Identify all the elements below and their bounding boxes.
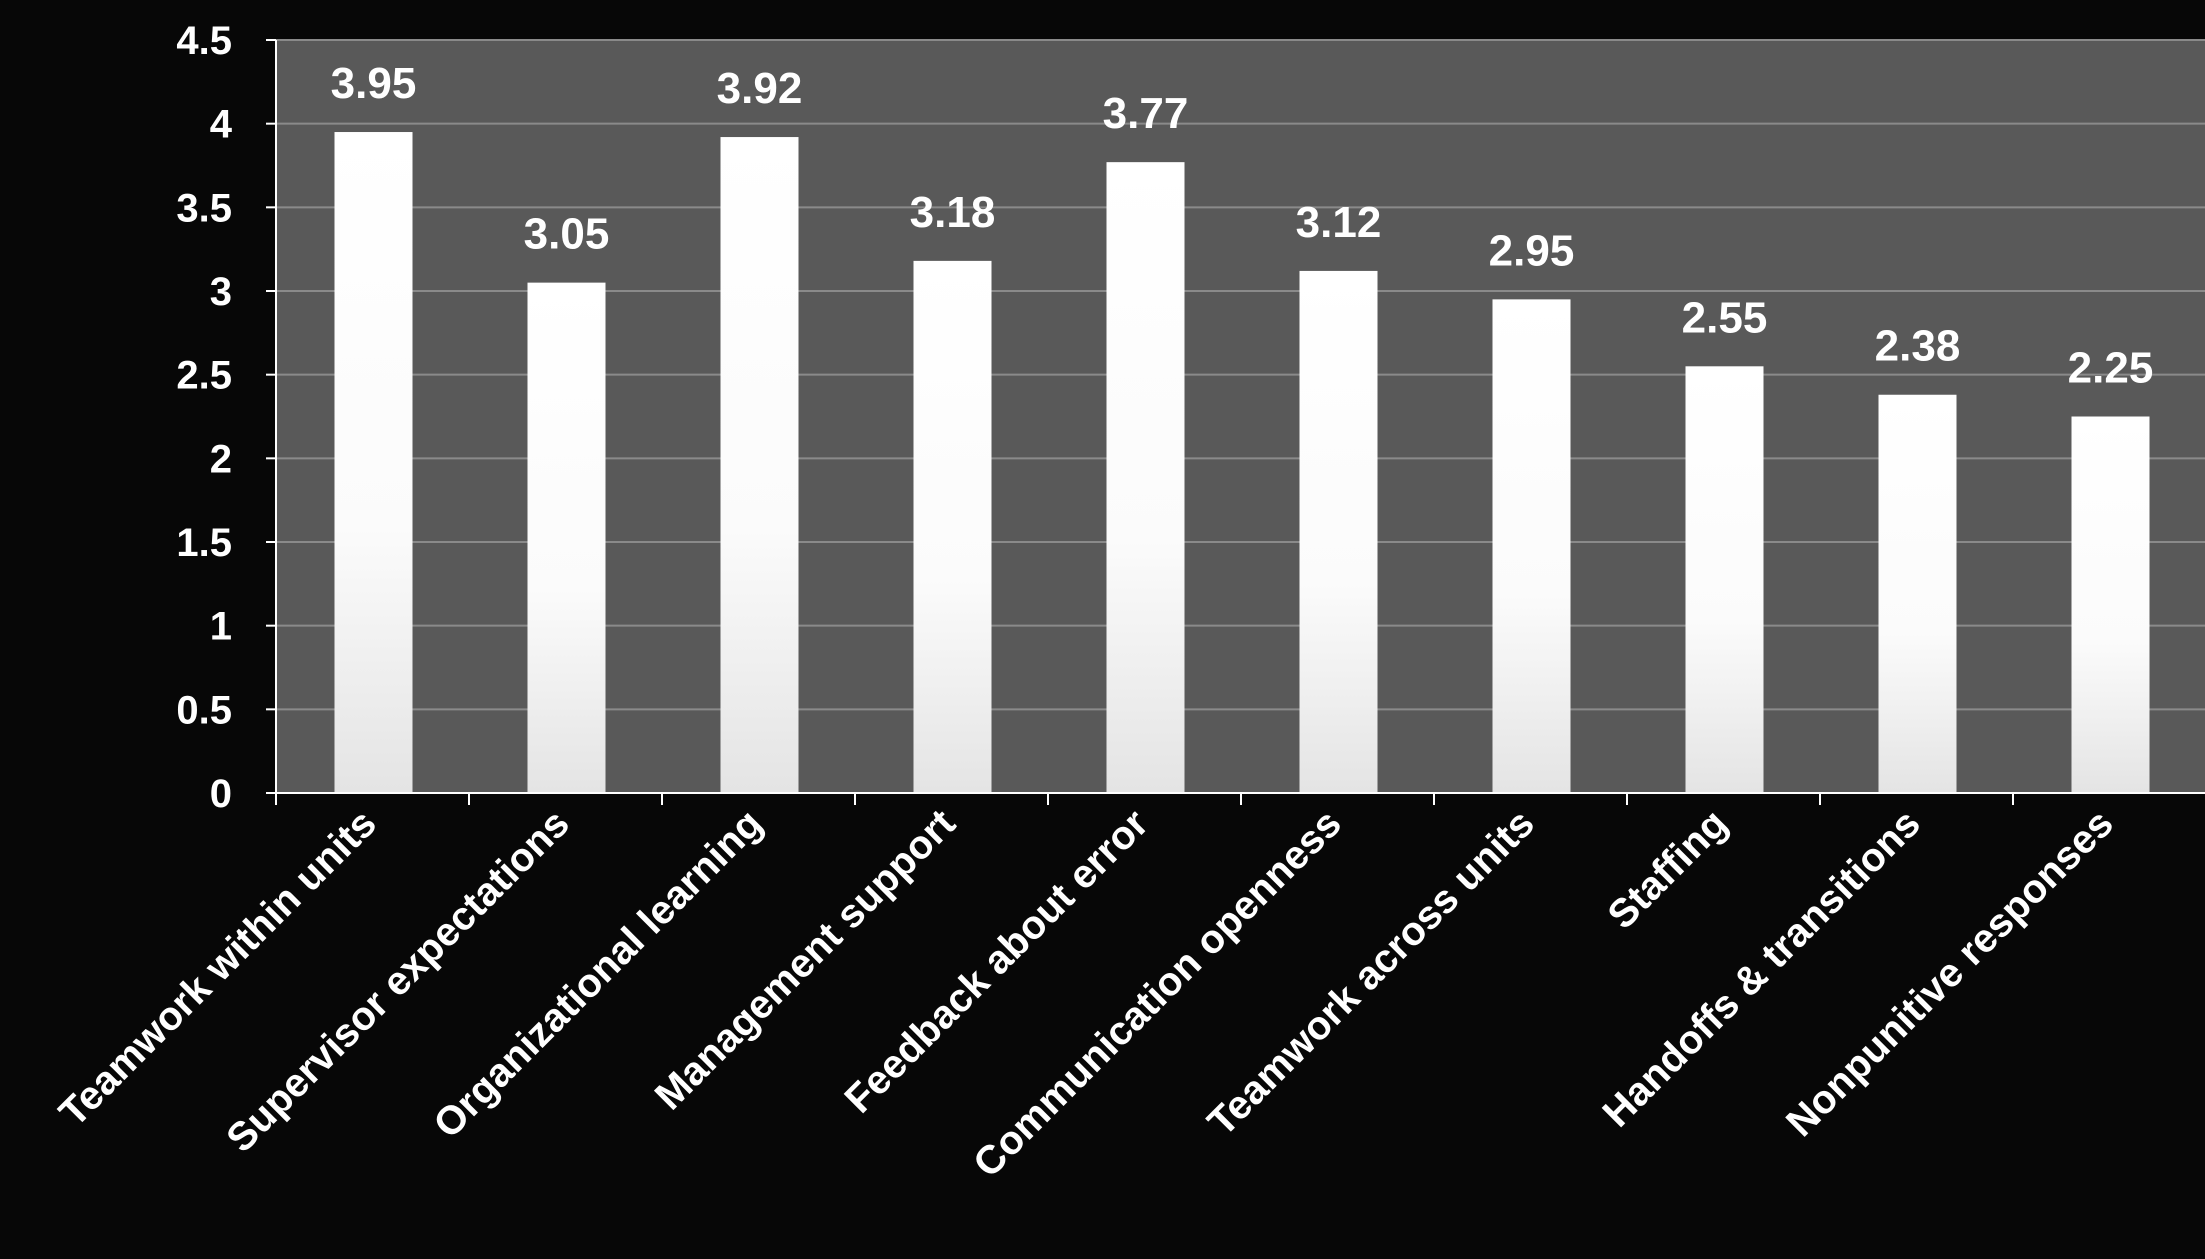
x-category-label: Supervisor expectations [218,801,578,1161]
bar-2 [527,282,606,793]
bar-1 [334,132,413,794]
y-tick-label: 1.5 [176,521,232,565]
data-label: 2.55 [1682,293,1768,342]
data-label: 3.12 [1296,198,1382,247]
y-tick-label: 0.5 [176,688,232,732]
data-label: 2.38 [1875,322,1961,371]
data-label: 3.95 [331,59,417,108]
data-label: 2.95 [1489,226,1575,275]
y-tick-label: 4.5 [176,19,232,63]
data-label: 3.05 [524,210,610,259]
data-label: 2.25 [2068,344,2154,393]
y-tick-label: 3.5 [176,186,232,230]
bar-10 [2071,416,2150,793]
y-tick-label: 4 [210,103,233,147]
x-category-label: Communication openness [965,801,1350,1186]
data-label: 3.18 [910,188,996,237]
bar-3 [720,137,799,793]
bar-5 [1106,162,1185,794]
bar-7 [1492,299,1571,793]
y-tick-label: 2.5 [176,354,232,398]
y-tick-label: 1 [210,605,232,649]
x-category-label: Nonpunitive responses [1778,801,2122,1145]
x-category-label: Organizational learning [425,801,770,1146]
bar-9 [1878,394,1957,793]
x-category-label: Staffing [1599,801,1735,937]
bar-4 [913,260,992,793]
data-label: 3.77 [1103,89,1189,138]
y-tick-label: 3 [210,270,232,314]
y-tick-label: 2 [210,437,232,481]
x-category-label: Handoffs & transitions [1594,801,1928,1135]
bar-8 [1685,366,1764,793]
data-label: 3.92 [717,64,803,113]
x-category-label: Teamwork across units [1199,801,1542,1144]
bar-6 [1299,270,1378,793]
x-category-label: Teamwork within units [51,801,385,1135]
y-tick-label: 0 [210,772,232,816]
